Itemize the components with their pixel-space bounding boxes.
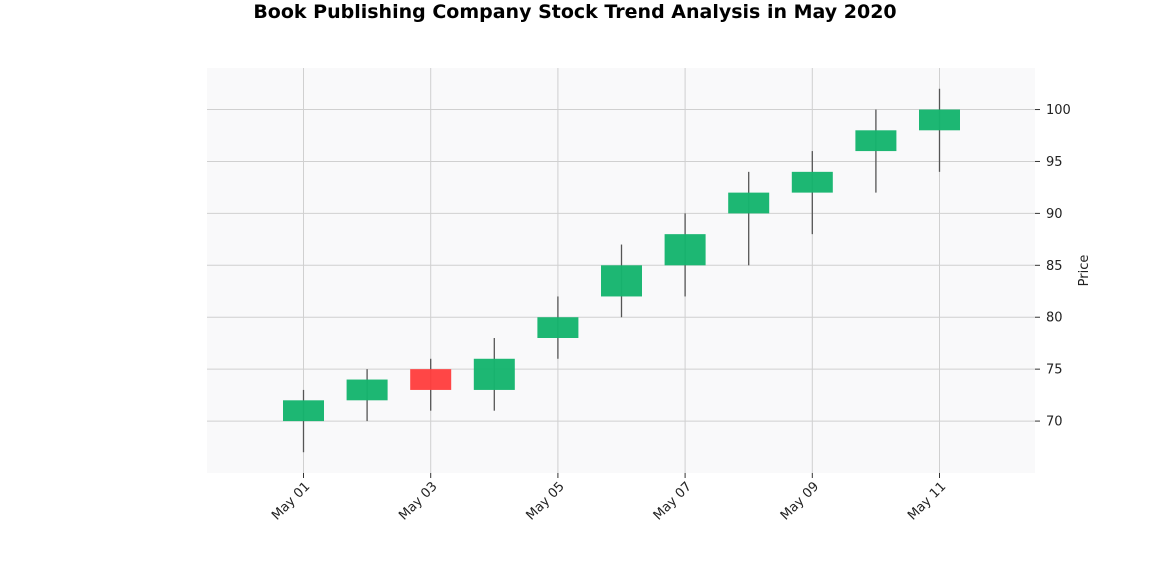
x-tick-label: May 11 <box>905 479 949 523</box>
candle-2020-05-02 <box>346 369 388 422</box>
x-axis: May 01 May 03 May 05 May 07 May 09 May 11 <box>269 473 949 523</box>
x-tick-label: May 03 <box>396 479 440 523</box>
y-tick-label: 100 <box>1046 103 1071 118</box>
y-tick-label: 75 <box>1046 363 1063 378</box>
candle-body-up <box>664 234 706 266</box>
y-axis-label: Price <box>1077 255 1092 287</box>
candle-body-up <box>919 109 960 131</box>
candle-2020-05-04 <box>473 338 515 411</box>
y-tick-label: 90 <box>1046 207 1063 222</box>
candle-body-up <box>473 358 515 390</box>
candle-body-up <box>855 130 897 152</box>
y-axis: 70 75 80 85 90 95 100 <box>1035 103 1071 430</box>
candle-2020-05-06 <box>601 244 642 318</box>
candle-2020-05-05 <box>537 296 579 359</box>
x-tick-label: May 01 <box>269 479 313 523</box>
candle-body-up <box>791 171 833 193</box>
y-tick-label: 85 <box>1046 259 1063 274</box>
candle-body-up <box>346 379 388 401</box>
chart-title: Book Publishing Company Stock Trend Anal… <box>253 1 897 23</box>
candle-2020-05-11 <box>919 88 960 172</box>
candle-2020-05-09 <box>791 151 833 235</box>
x-tick-label: May 07 <box>651 479 695 523</box>
candle-2020-05-03 <box>410 358 452 411</box>
x-tick-label: May 05 <box>523 479 567 523</box>
candle-body-down <box>410 369 452 390</box>
y-tick-label: 70 <box>1046 415 1063 430</box>
candle-body-up <box>283 400 324 422</box>
candle-2020-05-08 <box>728 171 770 266</box>
candle-body-up <box>537 317 579 338</box>
candle-2020-05-10 <box>855 109 897 193</box>
candle-2020-05-07 <box>664 213 706 297</box>
x-tick-label: May 09 <box>778 479 822 523</box>
candle-2020-05-01 <box>283 389 324 453</box>
candle-body-up <box>728 192 770 214</box>
y-tick-label: 95 <box>1046 155 1063 170</box>
y-tick-label: 80 <box>1046 311 1063 326</box>
candles <box>283 88 960 453</box>
candle-body-up <box>601 265 642 297</box>
